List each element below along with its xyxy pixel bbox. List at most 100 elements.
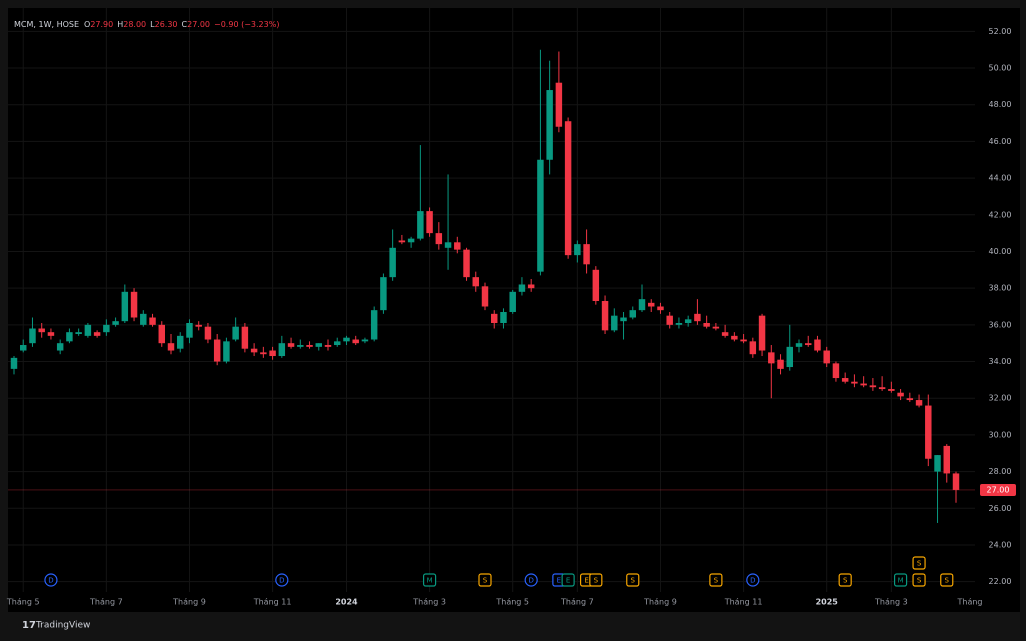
legend-text: 28.00 <box>123 20 146 29</box>
y-tick-label: 50.00 <box>989 64 1012 73</box>
candle-body <box>195 324 202 327</box>
candle-body <box>20 345 27 351</box>
candle-body <box>888 389 895 391</box>
x-tick-label: Tháng 3 <box>874 598 908 607</box>
candle-body <box>555 82 563 127</box>
candle-body <box>915 400 923 406</box>
event-badge[interactable] <box>478 573 492 587</box>
event-label: D <box>279 577 284 585</box>
event-label: D <box>48 577 53 585</box>
candle-body <box>435 233 443 245</box>
candle-body <box>648 302 655 307</box>
candle-body <box>500 312 507 324</box>
candle-body <box>287 343 295 347</box>
candle-body <box>93 332 101 336</box>
candle-body <box>407 238 415 243</box>
event-badge[interactable] <box>746 573 760 587</box>
event-label: D <box>528 577 533 585</box>
event-label: S <box>483 577 488 585</box>
event-badge[interactable] <box>561 573 575 587</box>
candle-body <box>684 319 692 324</box>
candle-body <box>417 211 424 239</box>
legend-text: 26.30 <box>155 20 178 29</box>
candle-body <box>444 242 452 248</box>
candle-body <box>786 346 793 368</box>
event-badge[interactable] <box>912 573 926 587</box>
candle-body <box>805 343 812 346</box>
candle-body <box>777 359 784 369</box>
candle-body <box>878 387 886 390</box>
event-badge[interactable] <box>893 573 908 587</box>
candle-body <box>897 392 904 397</box>
candle-body <box>370 310 378 340</box>
candle-body <box>361 339 369 342</box>
event-label: S <box>843 577 848 585</box>
candle-body <box>454 242 461 250</box>
y-tick-label: 44.00 <box>989 174 1012 183</box>
candle-body <box>177 335 184 349</box>
legend-text: O <box>84 20 90 29</box>
event-badge[interactable] <box>709 573 723 587</box>
brand: TradingView <box>35 621 90 631</box>
candle-body <box>84 324 92 336</box>
event-badge[interactable] <box>940 573 954 587</box>
legend-text: C <box>182 20 188 29</box>
event-badge[interactable] <box>626 573 640 587</box>
event-badge[interactable] <box>44 573 58 587</box>
candle-body <box>749 341 757 355</box>
candle-body <box>269 350 276 357</box>
candle-body <box>592 269 600 301</box>
y-tick-label: 22.00 <box>989 577 1012 586</box>
candle-body <box>223 341 230 362</box>
candle-body <box>260 352 267 355</box>
candle-body <box>398 240 406 243</box>
candle-body <box>832 363 840 379</box>
event-label: E <box>566 577 570 585</box>
y-tick-label: 38.00 <box>989 284 1012 293</box>
candle-body <box>758 315 766 351</box>
candle-body <box>731 335 738 340</box>
candle-body <box>869 385 877 388</box>
candle-body <box>814 339 821 351</box>
candle-body <box>472 277 479 287</box>
candle-body <box>112 321 119 325</box>
candle-body <box>712 326 720 329</box>
y-tick-label: 46.00 <box>989 137 1012 146</box>
candle-body <box>574 244 581 256</box>
event-badge[interactable] <box>422 573 437 587</box>
event-badge[interactable] <box>275 573 289 587</box>
candle-body <box>583 244 590 265</box>
candle-body <box>343 337 350 342</box>
candle-body <box>149 317 156 325</box>
candle-body <box>527 284 535 289</box>
candle-body <box>297 345 304 347</box>
event-badge[interactable] <box>589 573 603 587</box>
legend-text: 27.00 <box>187 20 210 29</box>
y-tick-label: 42.00 <box>989 210 1012 219</box>
candle-body <box>537 159 544 272</box>
y-tick-label: 24.00 <box>989 540 1012 549</box>
y-tick-label: 34.00 <box>989 357 1012 366</box>
event-badge[interactable] <box>524 573 538 587</box>
legend-text: 27.90 <box>90 20 113 29</box>
event-badge[interactable] <box>838 573 852 587</box>
candle-body <box>56 343 64 351</box>
candle-body <box>675 323 683 325</box>
x-tick-label: Tháng 9 <box>172 598 206 607</box>
candle-body <box>167 343 175 351</box>
event-label: S <box>945 577 950 585</box>
event-badge[interactable] <box>912 556 926 570</box>
candle-body <box>703 323 710 327</box>
x-tick-label: Tháng 5 <box>495 598 529 607</box>
candle-body <box>657 306 664 311</box>
candle-body <box>204 326 212 340</box>
x-tick-label: Tháng 7 <box>560 598 594 607</box>
candle-body <box>564 121 572 256</box>
event-label: S <box>594 577 599 585</box>
candle-body <box>75 332 82 335</box>
y-tick-label: 48.00 <box>989 100 1012 109</box>
y-tick-label: 28.00 <box>989 467 1012 476</box>
candle-body <box>278 343 286 357</box>
logo: 17 <box>22 620 36 631</box>
